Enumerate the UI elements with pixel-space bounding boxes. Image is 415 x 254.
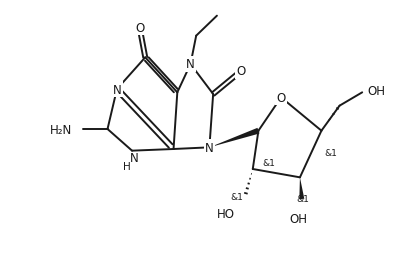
Text: H: H: [122, 161, 130, 171]
Text: O: O: [135, 22, 144, 35]
Text: N: N: [129, 151, 138, 164]
Text: O: O: [237, 65, 246, 78]
Text: OH: OH: [368, 85, 386, 98]
Text: &1: &1: [230, 192, 243, 201]
Text: &1: &1: [296, 195, 309, 204]
Text: N: N: [112, 83, 121, 96]
Text: &1: &1: [262, 158, 275, 167]
Polygon shape: [210, 128, 259, 148]
Text: N: N: [205, 141, 214, 154]
Text: H₂N: H₂N: [49, 123, 72, 136]
Text: HO: HO: [217, 208, 235, 221]
Text: N: N: [186, 58, 195, 71]
Text: O: O: [276, 91, 286, 104]
Text: &1: &1: [325, 148, 337, 157]
Text: OH: OH: [289, 213, 307, 226]
Polygon shape: [299, 178, 304, 199]
